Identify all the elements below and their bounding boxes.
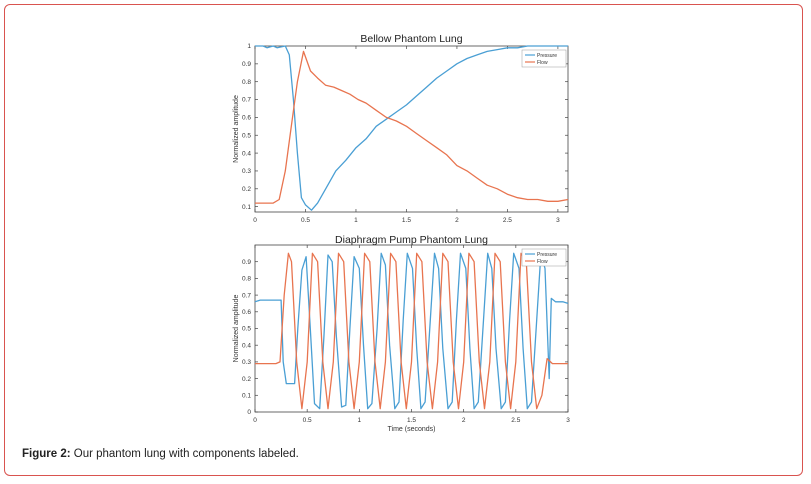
x-tick-label: 1 bbox=[354, 217, 358, 224]
y-tick-label: 0.3 bbox=[242, 168, 251, 175]
figure-caption: Figure 2: Our phantom lung with componen… bbox=[22, 448, 299, 460]
y-tick-label: 0.3 bbox=[242, 359, 251, 366]
series-flow bbox=[255, 50, 569, 204]
plot-area bbox=[254, 45, 569, 213]
y-tick-label: 0.7 bbox=[242, 97, 251, 104]
y-tick-label: 1 bbox=[247, 43, 251, 50]
x-axis-label: Time (seconds) bbox=[388, 426, 436, 433]
series-pressure bbox=[254, 252, 569, 410]
y-tick-label: 0.1 bbox=[242, 204, 251, 211]
y-tick-label: 0.2 bbox=[242, 186, 251, 193]
x-tick-label: 3 bbox=[556, 217, 560, 224]
x-tick-label: 2 bbox=[455, 217, 459, 224]
x-tick-label: 2 bbox=[462, 417, 466, 424]
legend-label-flow: Flow bbox=[537, 60, 548, 66]
legend-box bbox=[521, 49, 567, 68]
x-tick-label: 0 bbox=[253, 217, 257, 224]
y-tick-label: 0.9 bbox=[242, 61, 251, 68]
figure-frame bbox=[4, 4, 803, 476]
chart-title: Diaphragm Pump Phantom Lung bbox=[335, 234, 488, 246]
y-tick-label: 0 bbox=[247, 409, 251, 416]
series-flow bbox=[255, 252, 568, 410]
y-tick-label: 0.8 bbox=[242, 79, 251, 86]
legend-box bbox=[521, 248, 567, 267]
x-tick-label: 2.5 bbox=[503, 217, 512, 224]
x-tick-label: 1 bbox=[358, 417, 362, 424]
series-pressure bbox=[255, 45, 568, 211]
x-tick-label: 0.5 bbox=[301, 217, 310, 224]
y-tick-label: 0.2 bbox=[242, 376, 251, 383]
y-tick-label: 0.4 bbox=[242, 342, 251, 349]
y-tick-label: 0.6 bbox=[242, 309, 251, 316]
chart-title: Bellow Phantom Lung bbox=[360, 33, 462, 45]
y-tick-label: 0.1 bbox=[242, 393, 251, 400]
y-tick-label: 0.8 bbox=[242, 276, 251, 283]
legend-label-pressure: Pressure bbox=[537, 53, 557, 59]
y-tick-label: 0.5 bbox=[242, 326, 251, 333]
caption-label: Figure 2: bbox=[22, 448, 71, 460]
y-axis-label: Normalized amplitude bbox=[233, 95, 240, 163]
y-tick-label: 0.9 bbox=[242, 259, 251, 266]
y-tick-label: 0.5 bbox=[242, 132, 251, 139]
y-tick-label: 0.7 bbox=[242, 292, 251, 299]
legend-label-pressure: Pressure bbox=[537, 252, 557, 258]
x-tick-label: 1.5 bbox=[407, 417, 416, 424]
x-tick-label: 0.5 bbox=[303, 417, 312, 424]
y-tick-label: 0.6 bbox=[242, 115, 251, 122]
legend-label-flow: Flow bbox=[537, 259, 548, 265]
y-axis-label: Normalized amplitude bbox=[233, 295, 240, 363]
x-tick-label: 0 bbox=[253, 417, 257, 424]
y-tick-label: 0.4 bbox=[242, 150, 251, 157]
x-tick-label: 3 bbox=[566, 417, 570, 424]
caption-text: Our phantom lung with components labeled… bbox=[70, 448, 299, 460]
x-tick-label: 1.5 bbox=[402, 217, 411, 224]
x-tick-label: 2.5 bbox=[511, 417, 520, 424]
chart-1: Bellow Phantom Lung 0 0.5 1 1.5 2 2.5 3 0.1 0.2 0.… bbox=[233, 33, 569, 224]
chart-2: Diaphragm Pump Phantom Lung 0 0.5 1 1.5 2 2.5 3… bbox=[233, 234, 570, 433]
